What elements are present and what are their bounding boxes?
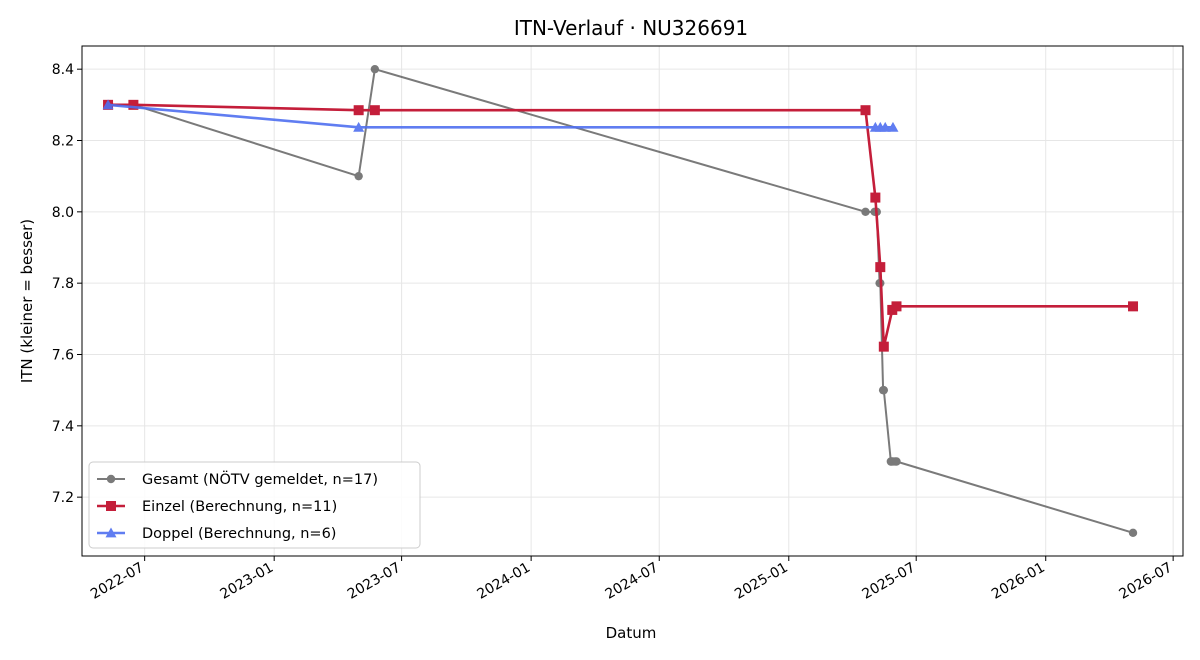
grid [82,46,1183,556]
legend-label-einzel: Einzel (Berechnung, n=11) [142,499,337,515]
y-tick-label: 8.2 [52,134,74,150]
data-point-einzel [128,99,139,110]
data-point-doppel [353,121,365,132]
series-einzel [103,99,1139,352]
legend-box [88,461,421,549]
data-point-gesamt [1128,528,1138,538]
x-tick-label: 2024-01 [474,560,533,603]
data-point-gesamt [892,457,901,466]
y-axis-label: ITN (kleiner = besser) [18,219,36,383]
x-axis-label: Datum [606,624,657,642]
data-point-einzel [353,105,364,116]
y-tick-label: 8.0 [52,205,74,221]
legend-label-doppel: Doppel (Berechnung, n=6) [142,526,336,542]
y-axis: 7.2 7.4 7.6 7.8 8.0 8.2 8.4 [52,62,82,506]
x-tick-label: 2024-07 [603,560,662,603]
data-point-gesamt [370,64,380,74]
legend: Gesamt (NÖTV gemeldet, n=17) Einzel (Bere… [88,461,421,549]
series-doppel [102,99,899,132]
x-tick-label: 2022-07 [88,560,147,603]
y-tick-label: 8.4 [52,62,74,78]
series-layer [102,64,1139,538]
data-point-einzel [878,341,889,352]
y-tick-label: 7.4 [52,419,74,435]
y-tick-label: 7.2 [52,490,74,506]
y-tick-label: 7.6 [52,347,74,363]
data-point-doppel [887,121,899,132]
y-tick-label: 7.8 [52,276,74,292]
x-tick-label: 2025-01 [732,560,791,603]
x-tick-label: 2023-07 [345,560,404,603]
data-point-doppel [879,121,891,132]
legend-item-doppel [97,527,125,538]
legend-marker-einzel [106,501,116,511]
legend-item-gesamt [97,474,125,484]
data-point-gesamt [879,385,889,395]
legend-marker-gesamt [106,474,116,484]
plot-frame [81,45,1184,557]
x-tick-label: 2026-07 [1116,560,1175,603]
data-point-doppel [102,99,114,110]
chart-title: ITN-Verlauf · NU326691 [514,16,748,40]
data-point-einzel [875,262,886,273]
data-point-gesamt [354,171,363,181]
data-point-einzel [1128,301,1139,312]
x-tick-label: 2023-01 [218,560,277,603]
legend-label-gesamt: Gesamt (NÖTV gemeldet, n=17) [142,470,378,488]
x-axis: 2022-07 2023-01 2023-07 2024-01 2024-07 2025-… [88,556,1175,603]
data-point-einzel [860,105,871,116]
x-tick-label: 2025-07 [860,560,919,603]
x-tick-label: 2026-01 [989,560,1048,603]
legend-marker-doppel [105,527,117,538]
data-point-einzel [891,301,902,312]
data-point-einzel [369,105,380,116]
legend-item-einzel [97,501,125,511]
data-point-gesamt [861,207,870,217]
data-point-einzel [870,192,881,203]
